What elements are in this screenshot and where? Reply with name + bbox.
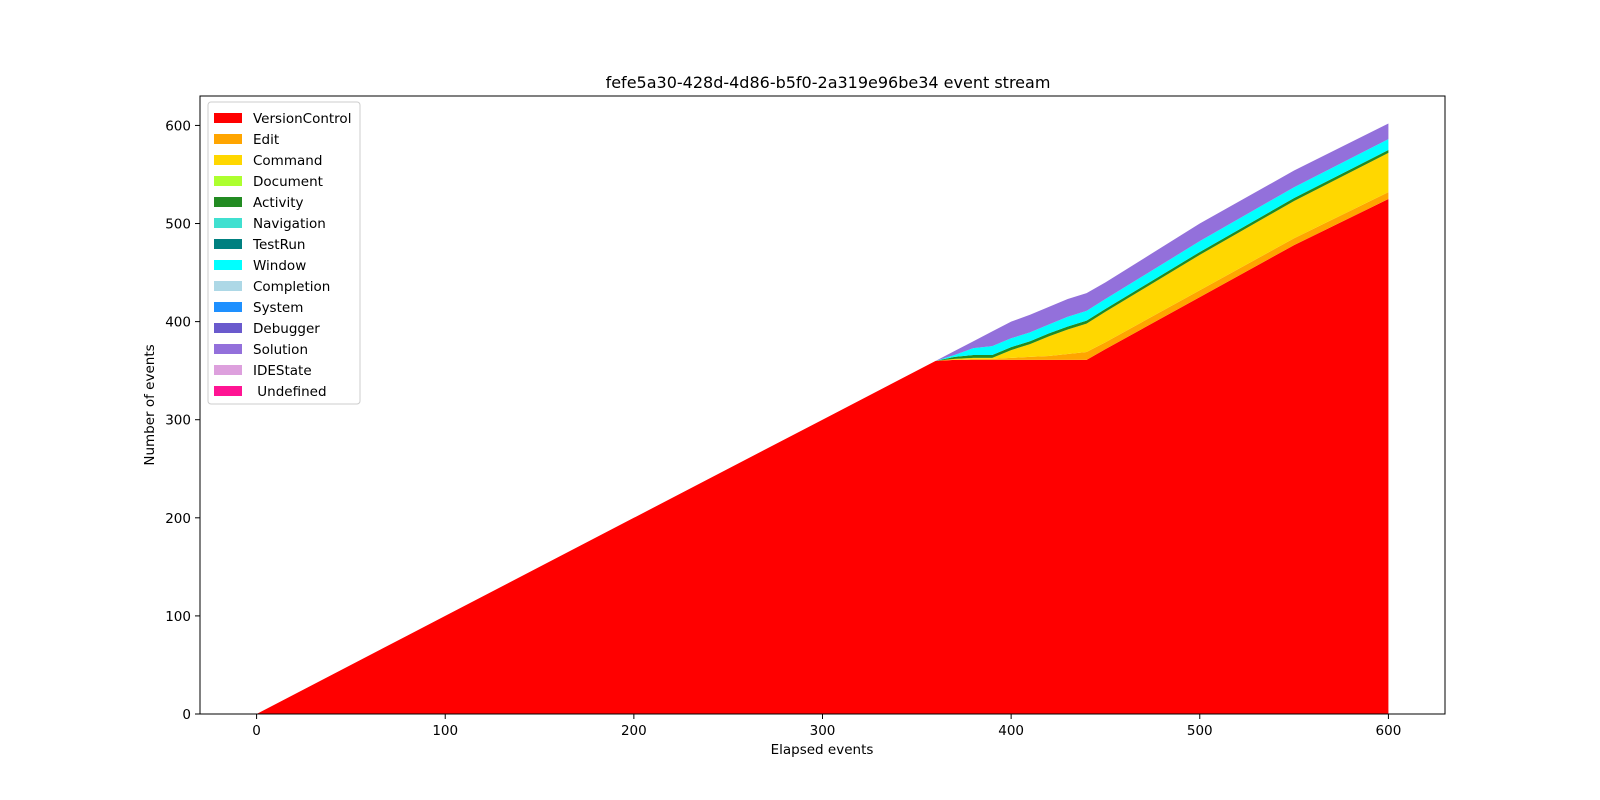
x-tick-label: 0 [252, 723, 261, 739]
y-tick-label: 300 [165, 413, 191, 429]
x-axis: 0 100 200 300 400 500 600 [252, 714, 1401, 739]
area-series-0 [256, 199, 1389, 714]
x-axis-label: Elapsed events [771, 742, 874, 758]
chart-title: fefe5a30-428d-4d86-b5f0-2a319e96be34 eve… [606, 73, 1051, 92]
legend-swatch [214, 197, 242, 207]
legend-label: Navigation [253, 216, 326, 232]
legend-swatch [214, 323, 242, 333]
legend-label: IDEState [253, 363, 312, 379]
legend-label: Undefined [253, 384, 327, 400]
y-tick-label: 600 [165, 118, 191, 134]
legend-swatch [214, 281, 242, 291]
legend-swatch [214, 260, 242, 270]
legend-swatch [214, 113, 242, 123]
area-series-11 [256, 123, 1389, 715]
legend-label: System [253, 300, 303, 316]
y-tick-label: 200 [165, 511, 191, 527]
y-axis: 0 100 200 300 400 500 600 [165, 118, 200, 723]
legend-swatch [214, 365, 242, 375]
legend-box [207, 101, 361, 405]
legend-label: Activity [253, 195, 304, 211]
legend-label: Window [253, 258, 306, 274]
x-tick-label: 300 [810, 723, 836, 739]
legend-swatch [214, 302, 242, 312]
y-axis-label: Number of events [142, 344, 158, 465]
y-tick-label: 0 [182, 707, 191, 723]
legend-label: TestRun [252, 237, 305, 253]
x-tick-label: 600 [1376, 723, 1402, 739]
legend-swatch [214, 239, 242, 249]
x-tick-label: 400 [998, 723, 1024, 739]
y-tick-label: 100 [165, 609, 191, 625]
legend-label: Command [253, 153, 322, 169]
x-tick-label: 200 [621, 723, 647, 739]
legend-label: Document [253, 174, 323, 190]
x-tick-label: 500 [1187, 723, 1213, 739]
legend: VersionControl Edit Command Document Activit… [207, 101, 361, 405]
legend-swatch [214, 344, 242, 354]
legend-swatch [214, 218, 242, 228]
legend-label: Solution [253, 342, 308, 358]
legend-swatch [214, 155, 242, 165]
x-tick-label: 100 [432, 723, 458, 739]
legend-swatch [214, 176, 242, 186]
legend-label: VersionControl [253, 111, 351, 127]
legend-label: Edit [253, 132, 279, 148]
legend-swatch [214, 134, 242, 144]
plot-area [256, 123, 1389, 715]
y-tick-label: 500 [165, 217, 191, 233]
legend-swatch [214, 386, 242, 396]
y-tick-label: 400 [165, 315, 191, 331]
legend-label: Debugger [253, 321, 320, 337]
legend-label: Completion [253, 279, 330, 295]
